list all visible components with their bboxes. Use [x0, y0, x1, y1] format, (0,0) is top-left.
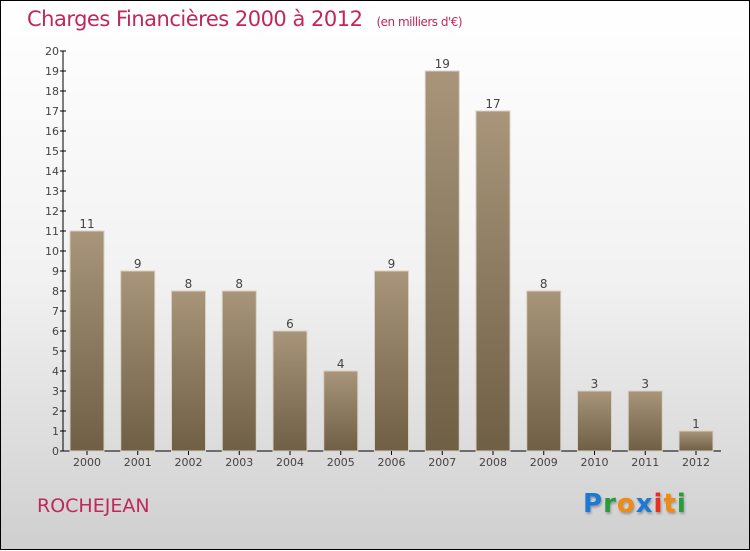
y-tick-label: 2: [52, 405, 59, 418]
y-tick-label: 14: [45, 165, 59, 178]
data-label: 9: [134, 257, 142, 271]
bar-2007: [424, 70, 460, 452]
y-tick-label: 11: [45, 225, 59, 238]
data-label: 11: [79, 217, 94, 231]
x-tick-label: 2001: [124, 456, 152, 469]
y-tick-label: 20: [45, 45, 59, 58]
unit-label: (en milliers d'€): [376, 15, 463, 29]
y-tick-label: 7: [52, 305, 59, 318]
x-tick-label: 2010: [581, 456, 609, 469]
x-tick-label: 2012: [682, 456, 710, 469]
bar-2008: [475, 110, 511, 452]
y-tick-label: 8: [52, 285, 59, 298]
y-tick-label: 13: [45, 185, 59, 198]
y-tick-label: 12: [45, 205, 59, 218]
data-label: 19: [435, 57, 450, 71]
data-label: 8: [235, 277, 243, 291]
bar-2001: [120, 270, 156, 452]
proxiti-logo[interactable]: Proxiti: [583, 489, 687, 519]
bar-2005: [323, 370, 359, 452]
bar-2002: [171, 290, 206, 452]
data-label: 3: [591, 377, 599, 391]
title-text: Charges Financières 2000 à 2012: [27, 7, 363, 31]
y-tick-label: 6: [52, 325, 59, 338]
y-tick-label: 1: [52, 425, 59, 438]
data-label: 8: [185, 277, 193, 291]
bar-2012: [678, 430, 714, 452]
y-tick-label: 9: [52, 265, 59, 278]
y-tick-label: 4: [52, 365, 59, 378]
data-label: 17: [485, 97, 500, 111]
data-label: 1: [692, 417, 700, 431]
y-tick-label: 16: [45, 125, 59, 138]
bar-2009: [526, 290, 562, 452]
y-tick-label: 15: [45, 145, 59, 158]
x-tick-label: 2008: [479, 456, 507, 469]
x-tick-label: 2003: [225, 456, 253, 469]
x-tick-label: 2006: [378, 456, 406, 469]
y-tick-label: 5: [52, 345, 59, 358]
x-tick-label: 2009: [530, 456, 558, 469]
data-label: 8: [540, 277, 548, 291]
y-tick-label: 18: [45, 85, 59, 98]
data-label: 9: [388, 257, 396, 271]
x-tick-label: 2002: [175, 456, 203, 469]
y-tick-label: 19: [45, 65, 59, 78]
bar-2004: [272, 330, 308, 452]
bar-2003: [221, 290, 257, 452]
x-tick-label: 2011: [631, 456, 659, 469]
y-tick-label: 10: [45, 245, 59, 258]
bar-2010: [577, 390, 612, 452]
x-tick-label: 2000: [73, 456, 101, 469]
y-tick-label: 17: [45, 105, 59, 118]
data-label: 6: [286, 317, 294, 331]
x-tick-label: 2007: [428, 456, 456, 469]
bar-2011: [627, 390, 663, 452]
bar-2000: [69, 230, 105, 452]
bar-2006: [374, 270, 409, 452]
y-tick-label: 3: [52, 385, 59, 398]
data-label: 3: [641, 377, 649, 391]
data-label: 4: [337, 357, 345, 371]
x-tick-label: 2004: [276, 456, 304, 469]
city-name: ROCHEJEAN: [37, 495, 150, 517]
chart-title: Charges Financières 2000 à 2012 (en milli…: [27, 7, 463, 31]
x-tick-label: 2005: [327, 456, 355, 469]
y-tick-label: 0: [52, 445, 59, 458]
